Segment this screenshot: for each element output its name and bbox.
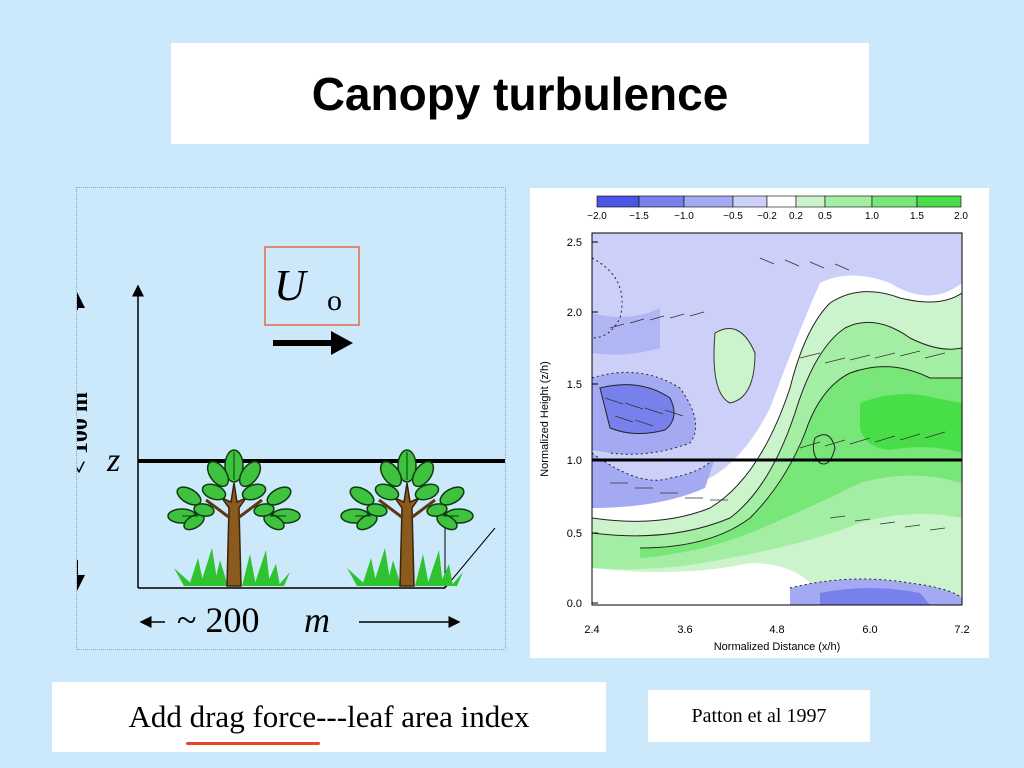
plot-frame	[591, 232, 963, 606]
plot-svg: −2.0 −1.5 −1.0 −0.5 −0.2 0.2 0.5 1.0 1.5…	[539, 195, 970, 653]
colorbar-segment	[766, 195, 797, 208]
diagram-svg: < 100 m z U o ~ 200 m	[67, 246, 505, 640]
colorbar-tick: 0.2	[789, 211, 803, 222]
colorbar-segment	[732, 195, 768, 208]
title-box: Canopy turbulence	[171, 43, 869, 144]
colorbar-tick: −1.0	[674, 211, 694, 222]
colorbar-segment	[916, 195, 962, 208]
height-label: < 100 m	[77, 392, 93, 474]
colorbar-tick: −0.2	[757, 211, 777, 222]
width-label-value: ~ 200	[177, 600, 259, 640]
tree-icon-left	[166, 448, 302, 588]
canopy-diagram: < 100 m z U o ~ 200 m	[67, 187, 506, 650]
y-tick: 0.0	[567, 598, 582, 610]
contour-plot: −2.0 −1.5 −1.0 −0.5 −0.2 0.2 0.5 1.0 1.5…	[530, 188, 989, 658]
colorbar-ticks: −2.0 −1.5 −1.0 −0.5 −0.2 0.2 0.5 1.0 1.5…	[587, 211, 968, 222]
colorbar-tick: −2.0	[587, 211, 607, 222]
x-tick: 2.4	[584, 624, 599, 636]
citation-text: Patton et al 1997	[691, 704, 827, 727]
y-tick: 2.5	[567, 237, 582, 249]
y-tick: 0.5	[567, 528, 582, 540]
x-tick-labels: 2.4 3.6 4.8 6.0 7.2	[584, 624, 969, 636]
velocity-subscript: o	[327, 284, 342, 317]
colorbar-tick: 2.0	[954, 211, 968, 222]
colorbar-tick: 1.0	[865, 211, 879, 222]
colorbar-segment	[824, 195, 873, 208]
colorbar-segment	[638, 195, 685, 208]
x-tick: 7.2	[954, 624, 969, 636]
width-label-unit: m	[304, 600, 330, 640]
caption-prefix: Add	[128, 699, 190, 734]
slide-title: Canopy turbulence	[311, 67, 729, 120]
x-tick: 6.0	[862, 624, 877, 636]
colorbar-tick: −1.5	[629, 211, 649, 222]
canopy-slope-line	[444, 527, 496, 589]
tree-icon-right	[339, 448, 475, 588]
y-tick: 2.0	[567, 307, 582, 319]
colorbar-segment	[871, 195, 918, 208]
caption-box: Add drag force ---leaf area index	[52, 682, 606, 752]
velocity-arrow-head	[331, 331, 353, 355]
colorbar-segment	[683, 195, 734, 208]
caption-underlined: drag force	[185, 699, 320, 745]
colorbar-tick: 1.5	[910, 211, 924, 222]
y-tick: 1.5	[567, 379, 582, 391]
colorbar	[596, 195, 962, 208]
y-tick: 1.0	[567, 455, 582, 467]
colorbar-segment	[596, 195, 640, 208]
colorbar-tick: 0.5	[818, 211, 832, 222]
contour-field	[592, 233, 962, 605]
z-label: z	[106, 442, 120, 479]
y-axis-label: Normalized Height (z/h)	[539, 361, 551, 477]
x-axis-label: Normalized Distance (x/h)	[714, 641, 841, 653]
colorbar-tick: −0.5	[723, 211, 743, 222]
velocity-symbol: U	[274, 261, 309, 310]
caption-suffix: ---leaf area index	[316, 699, 530, 734]
colorbar-segment	[795, 195, 826, 208]
x-tick: 4.8	[769, 624, 784, 636]
velocity-box	[264, 246, 360, 326]
citation-box: Patton et al 1997	[648, 690, 870, 742]
y-tick-labels: 0.0 0.5 1.0 1.5 2.0 2.5	[567, 237, 582, 610]
x-tick: 3.6	[677, 624, 692, 636]
